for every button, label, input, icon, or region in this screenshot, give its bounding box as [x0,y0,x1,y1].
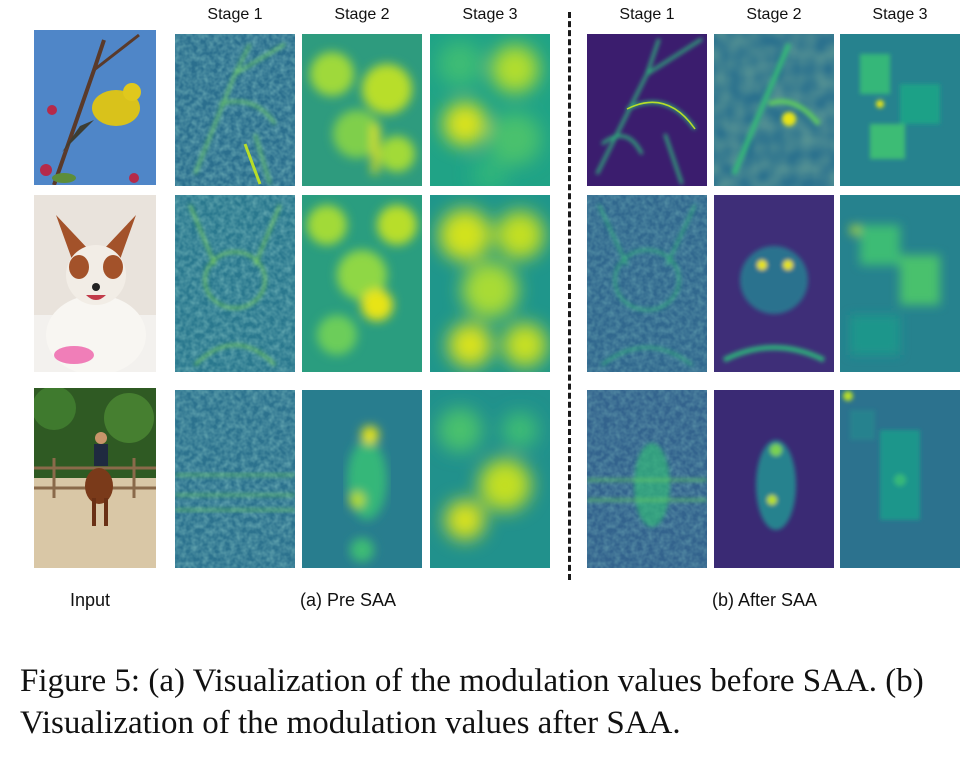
pre-stage1-header: Stage 1 [207,6,263,23]
heatmap-after-stage3-row2 [840,195,960,372]
horse-rider-photo-icon [34,388,156,568]
heatmap-after-stage3-row1 [840,34,960,186]
heatmap-after-stage2-row2 [714,195,834,372]
heatmap-pre-stage1-row2 [175,195,295,372]
heatmap-pre-stage1-row1 [175,34,295,186]
heatmap-pre-stage2-row3 [302,390,422,568]
heatmap-after-stage2-row3 [714,390,834,568]
heatmap-pre-stage3-row3 [430,390,550,568]
heatmap-after-stage1-row2 [587,195,707,372]
section-divider [568,12,571,580]
pre-stage2-header: Stage 2 [334,6,390,23]
heatmap-pre-stage1-row3 [175,390,295,568]
heatmap-after-stage1-row3 [587,390,707,568]
heatmap-after-stage2-row1 [714,34,834,186]
heatmap-pre-stage2-row2 [302,195,422,372]
input-image-bird [34,30,156,185]
after-stage3-header: Stage 3 [872,6,928,23]
pre-saa-label: (a) Pre SAA [300,590,397,610]
after-stage2-header: Stage 2 [746,6,802,23]
bird-photo-icon [34,30,156,185]
heatmap-after-stage1-row1 [587,34,707,186]
after-stage1-header: Stage 1 [619,6,675,23]
dog-photo-icon [34,195,156,372]
figure-caption: Figure 5: (a) Visualization of the modul… [20,663,924,741]
heatmap-pre-stage3-row2 [430,195,550,372]
input-image-horse-rider [34,388,156,568]
heatmap-pre-stage3-row1 [430,34,550,186]
heatmap-pre-stage2-row1 [302,34,422,186]
heatmap-after-stage3-row3 [840,390,960,568]
after-saa-label: (b) After SAA [712,590,818,610]
pre-stage3-header: Stage 3 [462,6,518,23]
input-label: Input [70,590,111,610]
input-image-dog [34,195,156,372]
